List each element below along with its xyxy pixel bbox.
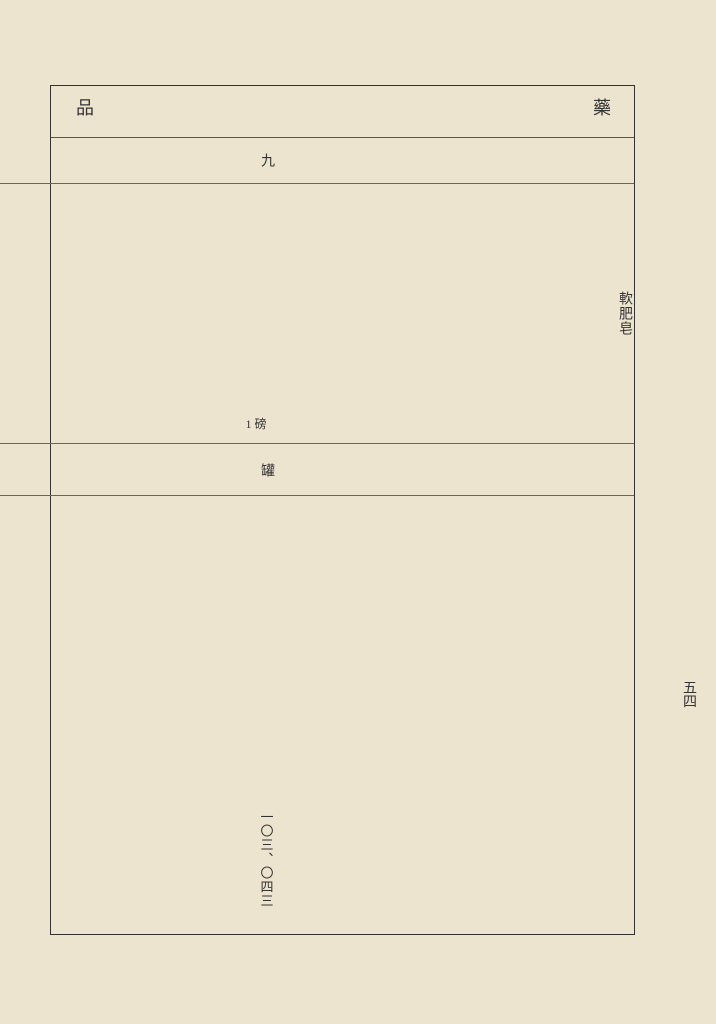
table-column: 九軟肥皂 1 磅罐一〇三、〇四三 (0, 138, 634, 934)
item-name-cell: 軟肥皂 1 磅 (0, 184, 634, 444)
item-specs: 1 磅 (0, 415, 614, 435)
spec-line: 1 磅 (0, 417, 614, 433)
table-frame: 品 藥 九軟肥皂1 磅罐一〇三、〇四三十雅片浸羔〃十一滑石粉1 磅〃一四、〇〇三… (50, 85, 635, 935)
header-right: 藥 (588, 98, 614, 116)
column-number: 九 (0, 138, 634, 184)
header-band: 品 藥 (51, 86, 634, 138)
amount-cell: 一〇三、〇四三 (0, 496, 634, 934)
amount-value: 一〇三、〇四三 (0, 794, 634, 924)
unit-cell: 罐 (0, 444, 634, 496)
columns-container: 九軟肥皂1 磅罐一〇三、〇四三十雅片浸羔〃十一滑石粉1 磅〃一四、〇〇三十二甘油… (51, 138, 634, 934)
item-name: 軟肥皂 (614, 291, 634, 336)
header-left: 品 (71, 98, 97, 116)
page-number: 五四 (678, 680, 698, 708)
